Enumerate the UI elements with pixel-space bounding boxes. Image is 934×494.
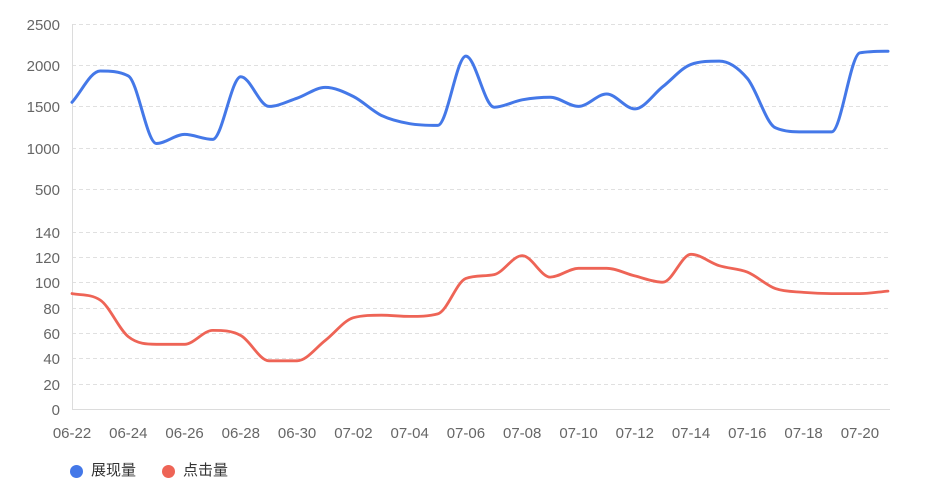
y-axis-tick-label: 100 [35, 275, 60, 292]
x-axis-tick-label: 06-24 [109, 425, 147, 442]
chart-legend: 展现量 点击量 [70, 463, 228, 479]
x-axis-tick-label: 07-10 [559, 425, 597, 442]
series-line-clicks [70, 252, 890, 363]
legend-item-clicks[interactable]: 点击量 [162, 463, 228, 479]
legend-marker-impressions-icon [70, 464, 83, 478]
x-axis-tick-label: 07-16 [728, 425, 766, 442]
y-axis-tick-label: 2000 [27, 58, 60, 75]
y-axis-tick-label: 120 [35, 250, 60, 267]
legend-label-impressions: 展现量 [91, 462, 137, 479]
y-axis-tick-label: 500 [35, 182, 60, 199]
legend-label-clicks: 点击量 [183, 462, 229, 479]
y-axis-tick-label: 0 [52, 402, 60, 419]
y-axis-tick-label: 60 [43, 326, 60, 343]
x-axis-tick-label: 06-28 [222, 425, 260, 442]
legend-marker-clicks-icon [162, 464, 176, 478]
x-axis-tick-label: 07-04 [391, 425, 429, 442]
x-axis-tick-label: 07-12 [616, 425, 654, 442]
x-axis-tick-label: 07-06 [447, 425, 485, 442]
x-axis-tick-label: 07-08 [503, 425, 541, 442]
x-axis-tick-label: 06-22 [53, 425, 91, 442]
y-axis-tick-label: 140 [35, 225, 60, 242]
y-axis-tick-label: 80 [43, 301, 60, 318]
x-axis-tick-label: 06-26 [165, 425, 203, 442]
x-axis-tick-label: 07-02 [334, 425, 372, 442]
y-axis-tick-label: 40 [43, 351, 60, 368]
x-axis-tick-label: 07-20 [841, 425, 879, 442]
x-axis-tick-label: 06-30 [278, 425, 316, 442]
y-axis-tick-label: 20 [43, 377, 60, 394]
x-axis-tick-label: 07-18 [784, 425, 822, 442]
legend-item-impressions[interactable]: 展现量 [70, 463, 136, 479]
x-axis-tick-label: 07-14 [672, 425, 710, 442]
y-axis-tick-label: 2500 [27, 17, 60, 34]
y-axis-tick-label: 1500 [27, 99, 60, 116]
series-line-impressions [70, 49, 890, 145]
y-axis-tick-label: 1000 [27, 141, 60, 158]
